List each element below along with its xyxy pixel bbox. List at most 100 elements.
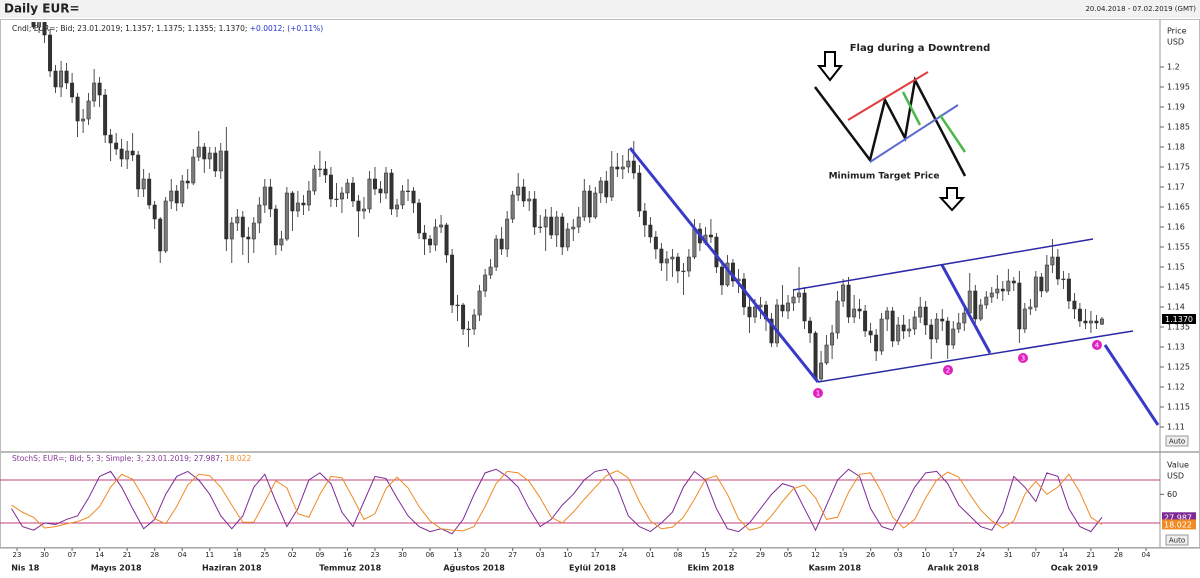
candle-body — [681, 270, 686, 273]
candle-body — [593, 192, 598, 218]
candle-body — [185, 180, 190, 184]
candle-body — [461, 304, 466, 330]
x-tick-label: 20 — [481, 551, 490, 559]
candle-body — [235, 216, 240, 224]
marker: 1 — [813, 388, 823, 398]
y-tick-label: 1.115 — [1167, 403, 1190, 412]
candle-body — [1044, 264, 1049, 292]
candle-body — [719, 266, 724, 286]
candle-body — [439, 224, 444, 228]
candle-body — [664, 258, 669, 264]
candle-body — [339, 192, 344, 200]
candle-body — [808, 320, 813, 334]
candle-body — [725, 262, 730, 286]
x-tick-label: 25 — [260, 551, 269, 559]
candle-body — [868, 330, 873, 336]
y-axis-label: Price — [1167, 27, 1187, 36]
month-label: Ekim 2018 — [687, 564, 734, 573]
candle-body — [246, 236, 251, 240]
candle-body — [637, 172, 642, 212]
candle-body — [984, 296, 989, 306]
candle-body — [901, 324, 906, 332]
y-tick-label: 1.11 — [1167, 423, 1185, 432]
legend-k: 27.987 — [194, 454, 220, 463]
auto-button[interactable]: Auto — [1165, 534, 1189, 546]
candle-body — [268, 186, 273, 210]
channel-lower — [817, 330, 1134, 383]
candle-body — [444, 224, 449, 256]
x-tick-label: 23 — [13, 551, 22, 559]
candle-body — [956, 322, 961, 330]
x-tick-label: 04 — [178, 551, 187, 559]
candle-body — [42, 22, 47, 36]
candle-body — [213, 152, 218, 172]
candle-body — [400, 190, 405, 206]
legend-text: Cndl; EUR=; Bid; 23.01.2019; 1.1357; 1.1… — [12, 24, 247, 33]
x-tick-label: 17 — [949, 551, 958, 559]
candle-body — [1039, 276, 1044, 292]
x-tick-label: 19 — [839, 551, 848, 559]
candle-body — [240, 216, 245, 238]
flag-diagram — [814, 76, 967, 177]
x-tick-label: 28 — [150, 551, 159, 559]
candle-body — [174, 190, 179, 204]
candle-body — [598, 180, 603, 194]
x-tick-label: 16 — [343, 551, 352, 559]
candle-body — [582, 190, 587, 218]
last-value-label: 27.987 — [1164, 513, 1192, 522]
candle-body — [224, 150, 229, 240]
candle-body — [824, 344, 829, 364]
price-panel — [0, 19, 1200, 452]
candle-body — [995, 288, 1000, 294]
y-axis-label: Value — [1167, 461, 1189, 470]
candle-body — [328, 174, 333, 200]
stoch-line — [11, 468, 1103, 535]
last-price-box — [1162, 314, 1196, 324]
candle-body — [152, 204, 157, 220]
candle-body — [846, 284, 851, 318]
candle-body — [136, 154, 141, 190]
x-tick-label: 04 — [1142, 551, 1151, 559]
candle-body — [576, 216, 581, 228]
candle-body — [86, 100, 91, 120]
candle-body — [1006, 280, 1011, 292]
candle-body — [48, 34, 53, 72]
x-tick-label: 09 — [315, 551, 324, 559]
x-tick-label: 28 — [1114, 551, 1123, 559]
candle-body — [1088, 320, 1093, 324]
candle-body — [428, 238, 433, 246]
candle-body — [962, 312, 967, 324]
candle-body — [389, 172, 394, 210]
x-tick-label: 24 — [976, 551, 985, 559]
candle-body — [1077, 308, 1082, 322]
candle-body — [973, 290, 978, 320]
legend-change: +0.0012; (+0.11%) — [250, 24, 323, 33]
last-value-label: 18.022 — [1164, 520, 1192, 529]
candle-body — [290, 192, 295, 212]
last-value-box — [1162, 519, 1196, 530]
x-tick-label: 01 — [646, 551, 655, 559]
candle-body — [1099, 318, 1104, 325]
month-label: Ocak 2019 — [1051, 564, 1099, 573]
candle-body — [819, 362, 824, 380]
candle-body — [1083, 320, 1088, 324]
candle-body — [874, 334, 879, 352]
y-tick-label: 1.15 — [1167, 263, 1185, 272]
candle-body — [791, 296, 796, 304]
candle-body — [450, 254, 455, 306]
candle-body — [978, 304, 983, 320]
candle-body — [521, 186, 526, 202]
button-label[interactable]: Auto — [1169, 537, 1185, 545]
candle-body — [753, 306, 757, 318]
legend-d: 18.022 — [225, 454, 251, 463]
auto-button[interactable]: Auto — [1165, 435, 1189, 447]
x-tick-label: 24 — [618, 551, 627, 559]
candle-body — [75, 96, 80, 122]
y-tick-label: 1.2 — [1167, 63, 1180, 72]
x-tick-label: 11 — [205, 551, 214, 559]
button-frame[interactable] — [1165, 534, 1189, 546]
button-label[interactable]: Auto — [1169, 438, 1185, 446]
candle-body — [1017, 282, 1022, 330]
button-frame[interactable] — [1165, 435, 1189, 447]
candle-body — [422, 232, 427, 240]
